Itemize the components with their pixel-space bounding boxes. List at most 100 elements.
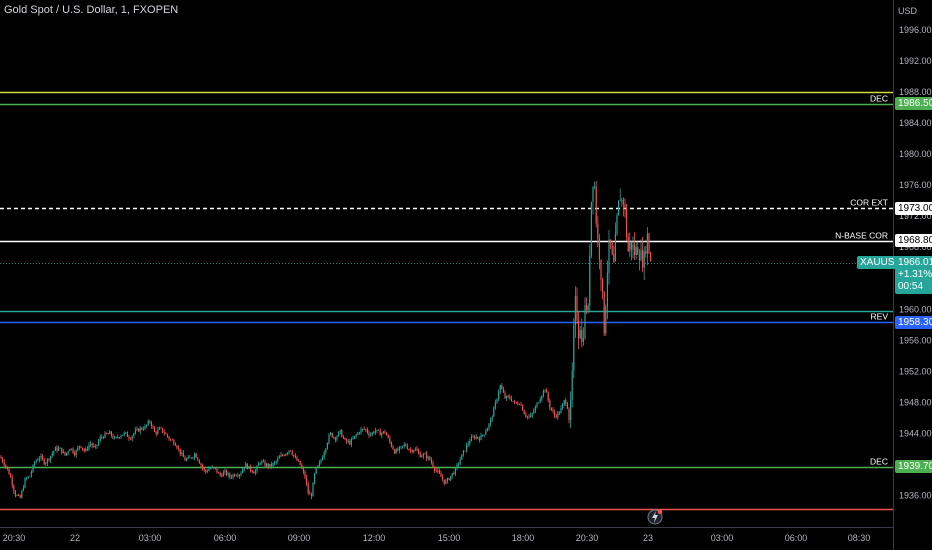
candle-body [427, 456, 429, 459]
candle-body [187, 456, 189, 459]
candle-body [534, 406, 536, 411]
candle-body [456, 464, 458, 468]
candle-body [115, 437, 117, 438]
candle-body [106, 432, 108, 434]
candle-body [290, 450, 292, 452]
level-label: COR EXT [850, 198, 888, 208]
candle-body [213, 467, 215, 468]
candle-body [221, 475, 223, 477]
candle-body [51, 453, 53, 457]
candle-body [491, 416, 493, 420]
candle-body [365, 429, 367, 430]
candle-body [514, 401, 516, 403]
candle-body [392, 446, 394, 450]
candle-body [286, 452, 288, 454]
candle-body [61, 447, 63, 453]
candle-body [104, 432, 106, 438]
candle-body [261, 461, 263, 464]
candle-body [91, 443, 93, 446]
candle-body [326, 443, 328, 449]
candle-body [291, 451, 293, 455]
candle-body [434, 466, 436, 471]
candle-body [218, 472, 220, 474]
candle-body [338, 432, 340, 437]
candle-body [336, 436, 338, 440]
candle-body [590, 201, 592, 256]
candle-body [315, 468, 317, 474]
level-label: DEC [870, 94, 888, 104]
candle-body [349, 441, 351, 445]
candle-body [171, 439, 173, 441]
candle-body [158, 427, 160, 430]
candle-body [509, 396, 511, 399]
candle-body [38, 458, 40, 460]
candle-body [506, 396, 508, 399]
candle-body [379, 430, 381, 436]
candle-body [22, 487, 24, 491]
candle-body [474, 436, 476, 439]
candle-body [598, 238, 600, 260]
last-price-value: 1966.01 [898, 257, 932, 269]
candle-body [530, 415, 532, 417]
candle-body [576, 295, 578, 321]
candle-body [344, 437, 346, 440]
candle-body [197, 457, 199, 461]
candle-body [437, 470, 439, 472]
candle-body [646, 233, 648, 254]
candle-body [245, 463, 247, 468]
candle-body [387, 435, 389, 438]
candle-body [629, 241, 631, 252]
candle-body [542, 390, 544, 397]
candle-body [552, 409, 554, 412]
candle-body [539, 399, 541, 403]
candle-body [310, 494, 312, 497]
candle-body [234, 474, 236, 476]
candle-body [237, 475, 239, 477]
candle-body [142, 429, 144, 430]
candle-body [288, 450, 290, 453]
candle-body [518, 404, 520, 406]
candle-body [342, 437, 344, 438]
candle-body [179, 448, 181, 454]
last-price-tag: 1966.01 +1.31% 00:54 [895, 256, 932, 295]
candle-body [592, 186, 594, 202]
candle-body [174, 444, 176, 446]
y-tick-label: 1972.00 [899, 211, 932, 221]
candle-body [304, 471, 306, 478]
candle-body [211, 467, 213, 468]
candle-body [10, 474, 12, 478]
candle-body [573, 325, 575, 371]
candle-body [34, 462, 36, 466]
candle-body [226, 470, 228, 475]
candle-body [256, 465, 258, 472]
candle-body [595, 186, 597, 224]
x-tick-label: 20:30 [3, 533, 26, 543]
candle-body [122, 434, 124, 436]
candle-body [634, 244, 636, 255]
candle-body [78, 446, 80, 448]
candle-body [205, 470, 207, 472]
candle-body [602, 279, 604, 292]
candle-body [189, 456, 191, 458]
y-tick-label: 1944.00 [899, 428, 932, 438]
x-tick-label: 06:00 [785, 533, 808, 543]
candle-body [210, 467, 212, 469]
candle-body [258, 463, 260, 466]
candle-body [133, 433, 135, 437]
candle-body [480, 435, 482, 441]
y-tick-label: 1936.00 [899, 491, 932, 501]
x-tick-label: 03:00 [139, 533, 162, 543]
candle-body [384, 431, 386, 433]
candle-body [368, 432, 370, 436]
notification-dot-icon [657, 509, 663, 515]
candle-body [325, 448, 327, 453]
candle-body [267, 463, 269, 467]
candle-body [144, 426, 146, 430]
candle-body [459, 459, 461, 464]
candle-body [102, 437, 104, 439]
candle-body [422, 454, 424, 457]
candle-body [272, 463, 274, 466]
candle-body [139, 427, 141, 432]
